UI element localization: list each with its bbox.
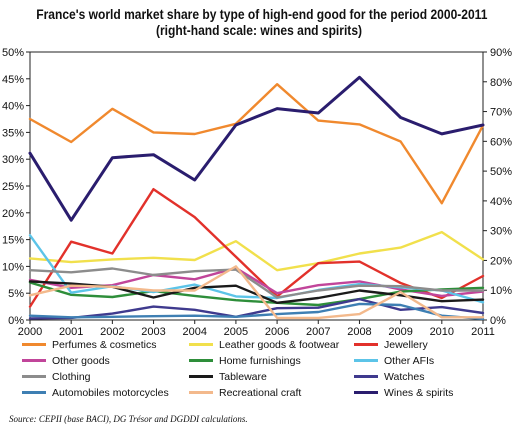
legend-item-watches: Watches (354, 371, 424, 383)
x-tick-label: 2000 (18, 326, 42, 338)
y-right-tick-label: 90% (490, 47, 512, 59)
y-left-tick-label: 30% (2, 154, 24, 166)
x-tick-label: 2003 (141, 326, 165, 338)
x-tick-label: 2002 (100, 326, 124, 338)
y-right-tick-label: 0% (490, 315, 506, 327)
source-note: Source: CEPII (base BACI), DG Trésor and… (9, 414, 248, 424)
series-line-clothing (28, 267, 485, 299)
y-left-tick-label: 35% (2, 127, 24, 139)
y-left-tick-label: 45% (2, 74, 24, 86)
legend-label: Tableware (219, 371, 267, 383)
y-right-tick-label: 50% (490, 166, 512, 178)
x-tick-label: 2001 (59, 326, 83, 338)
legend-swatch (189, 342, 213, 346)
series-line-wines-spirits (28, 75, 485, 222)
series-line-home-furnishings (28, 281, 485, 307)
legend-item-recreational-craft: Recreational craft (189, 387, 301, 399)
legend-swatch (354, 390, 378, 394)
x-tick-label: 2011 (471, 326, 495, 338)
y-right-tick-label: 60% (490, 136, 512, 148)
x-tick-label: 2009 (388, 326, 412, 338)
legend-label: Watches (384, 371, 425, 383)
line-chart: 0% 5% 10% 15% 20% 25% 30% 35% 40% 45% 50% 0% 10% 20% 3… (2, 47, 512, 338)
legend-swatch (354, 374, 378, 378)
legend-label: Clothing (52, 371, 91, 383)
series-line-watches (28, 297, 485, 320)
series-line-leather-goods-footwear (28, 230, 485, 272)
y-left-tick-label: 0% (8, 315, 24, 327)
legend-item-other-goods: Other goods (22, 355, 110, 367)
legend-swatch (22, 358, 46, 362)
chart-title: France's world market share by type of h… (36, 6, 488, 38)
legend-item-leather-goods-footwear: Leather goods & footwear (189, 339, 339, 351)
legend-swatch (22, 342, 46, 346)
legend-label: Wines & spirits (384, 387, 454, 399)
legend-label: Other AFIs (384, 355, 435, 367)
legend-swatch (354, 342, 378, 346)
y-left-tick-label: 25% (2, 181, 24, 193)
legend-label: Automobiles motorcycles (52, 387, 169, 399)
series-line-automobiles-motorcycles (28, 302, 485, 321)
y-right-tick-label: 30% (490, 226, 512, 238)
y-left-tick-label: 10% (2, 261, 24, 273)
legend-item-tableware: Tableware (189, 371, 267, 383)
x-tick-label: 2005 (224, 326, 248, 338)
chart-title-line1: France's world market share by type of h… (36, 6, 488, 22)
legend-swatch (189, 358, 213, 362)
series-line-recreational-craft (28, 265, 485, 320)
y-right-tick-label: 80% (490, 77, 512, 89)
x-tick-label: 2004 (182, 326, 206, 338)
y-right-tick-label: 40% (490, 196, 512, 208)
legend-swatch (189, 390, 213, 394)
x-tick-label: 2008 (347, 326, 371, 338)
legend-label: Home furnishings (219, 355, 301, 367)
legend-swatch (189, 374, 213, 378)
y-right-tick-label: 20% (490, 255, 512, 267)
legend-item-jewellery: Jewellery (354, 339, 428, 351)
legend-item-wines-spirits: Wines & spirits (354, 387, 453, 399)
chart-title-line2: (right-hand scale: wines and spirits) (155, 22, 363, 38)
legend-item-clothing: Clothing (22, 371, 91, 383)
legend-label: Recreational craft (219, 387, 302, 399)
legend-item-automobiles-motorcycles: Automobiles motorcycles (22, 387, 169, 399)
legend-swatch (22, 390, 46, 394)
legend-item-home-furnishings: Home furnishings (189, 355, 301, 367)
y-left-tick-label: 5% (8, 288, 24, 300)
x-tick-label: 2010 (430, 326, 454, 338)
legend-label: Leather goods & footwear (219, 339, 340, 351)
legend-swatch (22, 374, 46, 378)
y-left-tick-label: 20% (2, 208, 24, 220)
series-line-jewellery (28, 187, 485, 308)
y-right-tick-label: 10% (490, 285, 512, 297)
legend-label: Jewellery (384, 339, 428, 351)
series-line-perfumes-cosmetics (28, 82, 485, 205)
legend-item-perfumes-cosmetics: Perfumes & cosmetics (22, 339, 156, 351)
legend-label: Other goods (52, 355, 110, 367)
legend-item-other-afis: Other AFIs (354, 355, 434, 367)
y-left-tick-label: 40% (2, 101, 24, 113)
x-tick-label: 2007 (306, 326, 330, 338)
x-tick-label: 2006 (265, 326, 289, 338)
y-right-tick-label: 70% (490, 107, 512, 119)
y-left-tick-label: 50% (2, 47, 24, 59)
y-left-tick-label: 15% (2, 235, 24, 247)
legend-label: Perfumes & cosmetics (52, 339, 157, 351)
legend-swatch (354, 358, 378, 362)
